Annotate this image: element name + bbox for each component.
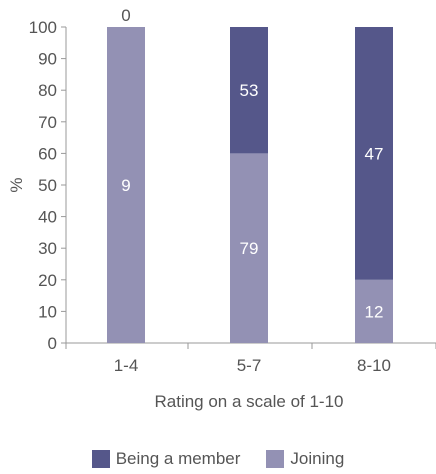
- x-tick-label: 8-10: [357, 356, 391, 375]
- axes: 0 10 20 30 40 50 60 70 80 90 100 1-4 5-7 8-10: [29, 18, 436, 375]
- data-label: 9: [121, 176, 130, 195]
- y-tick-label: 90: [38, 50, 57, 69]
- data-label: 79: [240, 239, 259, 258]
- y-tick-label: 50: [38, 176, 57, 195]
- y-tick-label: 80: [38, 81, 57, 100]
- legend-item-joining: Joining: [266, 449, 344, 469]
- y-tick-label: 0: [48, 334, 57, 353]
- y-tick-label: 100: [29, 18, 57, 37]
- data-labels: 9 0 79 53 12 47: [121, 6, 383, 321]
- data-label: 0: [121, 6, 130, 25]
- data-label: 47: [365, 144, 384, 163]
- legend-label-being-a-member: Being a member: [115, 448, 241, 468]
- legend-swatch-being-a-member: [91, 449, 110, 468]
- x-tick-label: 1-4: [114, 356, 139, 375]
- data-label: 53: [240, 81, 259, 100]
- bar-segment-joining: [107, 27, 145, 343]
- y-axis-title: %: [7, 177, 26, 192]
- y-tick-label: 30: [38, 239, 57, 258]
- bar-segment-being-a-member: [230, 27, 268, 154]
- legend-item-being-a-member: Being a member: [91, 448, 241, 469]
- bar-segment-being-a-member: [355, 27, 393, 280]
- x-tick-label: 5-7: [237, 356, 262, 375]
- data-label: 12: [365, 302, 384, 321]
- y-tick-label: 40: [38, 208, 57, 227]
- y-tick-label: 60: [38, 144, 57, 163]
- y-tick-label: 70: [38, 113, 57, 132]
- bars: [107, 27, 393, 343]
- x-axis-title: Rating on a scale of 1-10: [154, 392, 344, 411]
- y-tick-label: 10: [38, 302, 57, 321]
- legend-swatch-joining: [266, 449, 285, 468]
- y-tick-label: 20: [38, 271, 57, 290]
- bar-segment-joining: [355, 279, 393, 343]
- legend: Being a member Joining: [0, 448, 436, 469]
- bar-segment-joining: [230, 153, 268, 343]
- legend-label-joining: Joining: [290, 448, 345, 468]
